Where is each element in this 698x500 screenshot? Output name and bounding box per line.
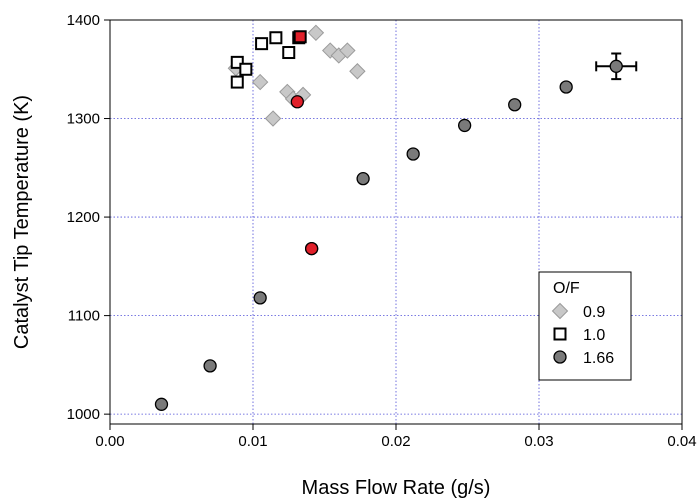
data-point-diamond bbox=[251, 73, 269, 91]
data-point-diamond bbox=[264, 110, 282, 127]
x-tick-label: 0.00 bbox=[95, 433, 124, 450]
data-point-square bbox=[230, 55, 244, 69]
data-point-circle bbox=[253, 291, 267, 305]
data-point-square bbox=[230, 75, 244, 89]
x-tick-label: 0.01 bbox=[238, 433, 267, 450]
legend-label: 0.9 bbox=[583, 304, 605, 321]
y-axis-title: Catalyst Tip Temperature (K) bbox=[11, 95, 33, 349]
y-tick-label: 1100 bbox=[68, 308, 100, 325]
data-point-circle bbox=[457, 118, 472, 133]
data-point-square bbox=[255, 37, 269, 51]
legend-box bbox=[538, 271, 632, 381]
data-point-circle bbox=[559, 80, 573, 94]
y-tick-label: 1400 bbox=[67, 12, 100, 29]
data-point-circle bbox=[508, 98, 522, 112]
x-axis-title: Mass Flow Rate (g/s) bbox=[302, 477, 491, 499]
highlighted-point bbox=[290, 95, 304, 109]
data-point-diamond bbox=[339, 42, 356, 59]
legend-title: O/F bbox=[553, 280, 580, 297]
x-tick-label: 0.02 bbox=[381, 433, 410, 450]
data-point-square bbox=[239, 62, 253, 76]
x-tick-label: 0.04 bbox=[667, 433, 696, 450]
legend-marker-square bbox=[553, 327, 567, 341]
data-point-diamond bbox=[307, 24, 325, 42]
legend-label: 1.66 bbox=[583, 350, 614, 367]
data-point-diamond bbox=[349, 63, 366, 80]
highlighted-point bbox=[304, 241, 319, 256]
data-point-circle bbox=[154, 397, 169, 411]
data-point-square bbox=[282, 46, 296, 60]
y-tick-label: 1300 bbox=[67, 111, 100, 128]
y-tick-label: 1000 bbox=[67, 406, 100, 423]
legend: O/F 0.9 1.0 1.66 bbox=[538, 271, 632, 381]
data-point-circle bbox=[356, 171, 370, 186]
data-point-circle bbox=[609, 59, 623, 73]
data-point-square bbox=[269, 31, 283, 45]
data-point-circle bbox=[406, 147, 420, 161]
data-marks bbox=[154, 24, 638, 411]
y-tick-label: 1200 bbox=[67, 209, 100, 226]
highlighted-point bbox=[293, 30, 307, 44]
legend-marker-diamond bbox=[551, 302, 569, 320]
x-tick-label: 0.03 bbox=[524, 433, 553, 450]
legend-label: 1.0 bbox=[583, 327, 605, 344]
data-point-circle bbox=[203, 359, 217, 373]
axis-ticks: 0.00 0.01 0.02 0.03 0.04 1000 1100 1200 1300 1400 bbox=[67, 12, 697, 450]
legend-marker-circle bbox=[553, 350, 567, 364]
